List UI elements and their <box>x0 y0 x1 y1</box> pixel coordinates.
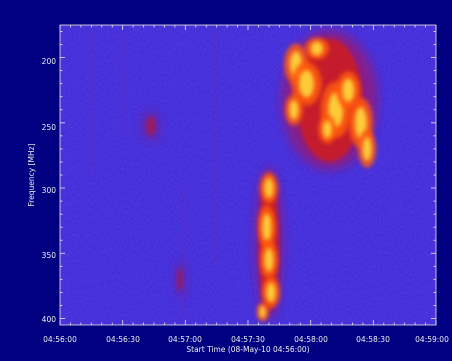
y-tick-label: 300 <box>42 186 57 195</box>
y-tick-labels: 200 250 300 350 400 <box>42 57 57 324</box>
background-streak <box>89 31 93 175</box>
y-tick-label: 350 <box>42 251 57 260</box>
x-tick-label: 04:57:00 <box>168 335 202 344</box>
y-tick-label: 200 <box>42 57 57 66</box>
burst-core <box>322 120 332 139</box>
burst-layer <box>89 30 378 322</box>
x-axis-title: Start Time (08-May-10 04:56:00) <box>186 345 309 354</box>
burst-core <box>342 78 355 102</box>
x-tick-label: 04:56:30 <box>106 335 140 344</box>
background-streak <box>183 188 187 319</box>
burst-core <box>310 41 323 56</box>
burst-core <box>259 306 266 318</box>
burst-core <box>262 213 272 241</box>
burst-core <box>362 137 372 161</box>
y-tick-label: 400 <box>42 315 57 324</box>
x-tick-label: 04:58:30 <box>356 335 390 344</box>
x-tick-labels: 04:56:00 04:56:30 04:57:00 04:57:30 04:5… <box>43 335 449 344</box>
burst-body <box>146 116 156 136</box>
axis-ticks <box>59 25 437 325</box>
y-axis-title: Frequency [MHz] <box>27 143 36 206</box>
x-tick-label: 04:57:30 <box>231 335 265 344</box>
burst-core <box>264 248 274 272</box>
burst-core <box>354 107 367 139</box>
x-tick-label: 04:56:00 <box>43 335 77 344</box>
burst-core <box>298 70 315 98</box>
background-streak <box>121 31 125 136</box>
burst-core <box>266 282 276 303</box>
y-tick-label: 250 <box>42 123 57 132</box>
background-streak <box>215 31 219 267</box>
plot-noise <box>60 25 436 325</box>
burst-body <box>177 267 183 292</box>
x-tick-label: 04:59:00 <box>415 335 449 344</box>
burst-core <box>264 178 274 198</box>
burst-core <box>289 100 299 120</box>
x-tick-label: 04:58:00 <box>294 335 328 344</box>
